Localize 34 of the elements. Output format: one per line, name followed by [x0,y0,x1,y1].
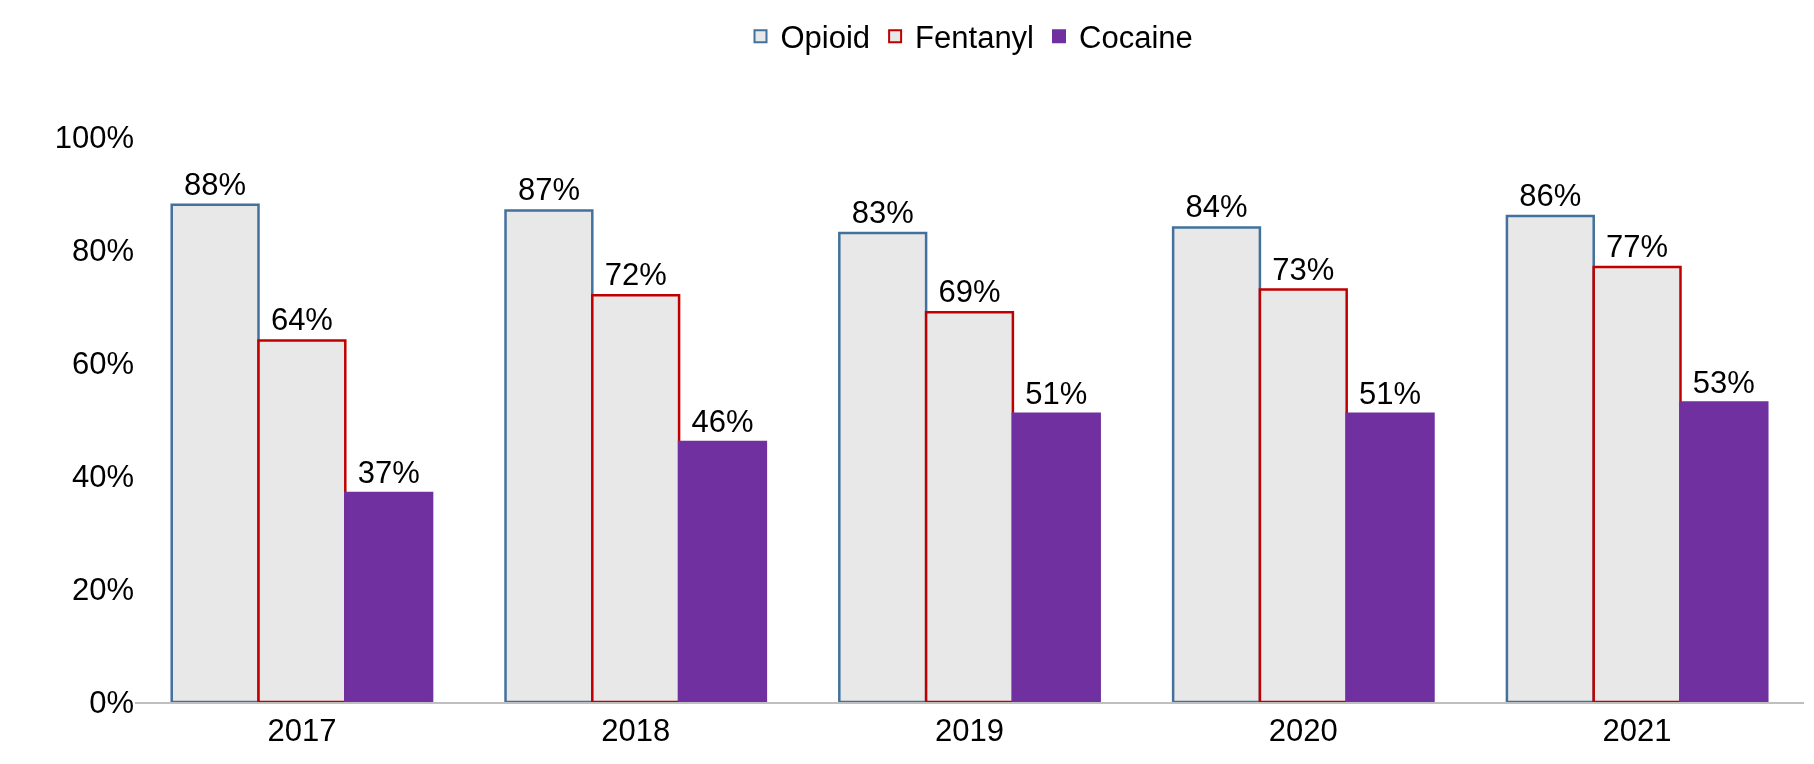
text: 69% [938,274,1001,310]
text: 77% [1606,228,1669,264]
x-tick-label: 2018 [601,713,671,749]
text: 51% [1025,375,1088,411]
text: 53% [1692,364,1755,400]
x-tick-label: 2019 [935,713,1004,749]
legend-label: Cocaine [1079,20,1193,56]
x-tick-label: 2017 [267,713,337,749]
y-tick-label: 60% [71,345,134,381]
y-tick-label: 40% [71,458,134,494]
legend-label: Fentanyl [915,20,1035,56]
y-tick-label: 0% [89,684,134,720]
bar [1679,401,1769,702]
bar [344,491,434,702]
text: 64% [270,302,333,338]
bar [677,440,768,702]
x-tick-label: 2020 [1268,713,1338,749]
y-tick-label: 20% [71,571,134,607]
y-tick-label: 100% [54,119,134,155]
text: 86% [1519,178,1582,214]
legend-label: Opioid [780,20,871,56]
bar [1011,412,1101,702]
text: 51% [1359,375,1422,411]
text: 84% [1185,189,1248,225]
bar [1345,412,1435,702]
text: 72% [604,257,667,293]
text: 83% [851,195,914,231]
text: 46% [691,404,754,440]
text: 73% [1272,251,1335,287]
text: 87% [517,172,580,208]
text: 88% [184,166,247,202]
text: 37% [357,454,420,490]
x-tick-label: 2021 [1602,713,1672,749]
y-tick-label: 80% [71,232,134,268]
